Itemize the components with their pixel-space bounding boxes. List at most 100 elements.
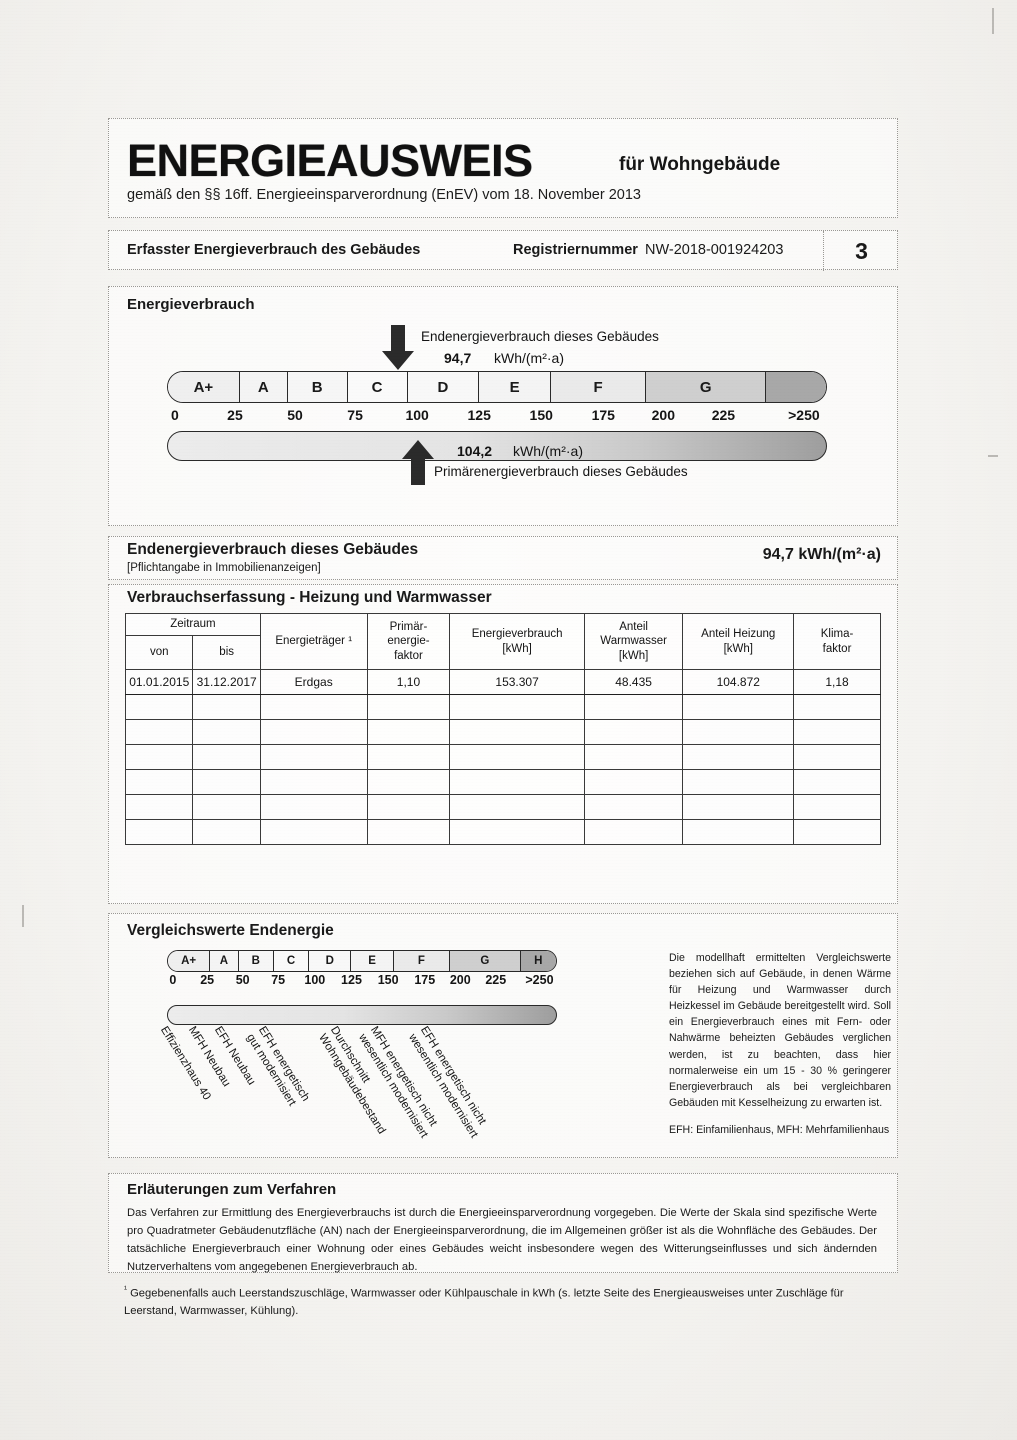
cell-empty	[793, 744, 881, 770]
endenergie-callout-label: Endenergieverbrauch dieses Gebäudes	[421, 329, 659, 344]
comparison-tick-125: 125	[341, 973, 362, 987]
primaerenergie-callout-unit: kWh/(m²·a)	[513, 443, 583, 459]
consumption-table: Zeitraum Energieträger ¹ Primär- energie…	[124, 613, 881, 845]
table-row	[124, 794, 881, 820]
comparison-scale-bar: A+ A B C D E F G H	[167, 950, 557, 972]
cell-empty	[192, 819, 261, 845]
cell-empty	[793, 719, 881, 745]
comparison-scale-ticks: 0 25 50 75 100 125 150 175 200 225 >250	[167, 973, 557, 989]
cell-empty	[124, 719, 194, 745]
comparison-tick-225: 225	[485, 973, 507, 987]
cell-klimafaktor: 1,18	[793, 669, 881, 695]
comparison-segment-c: C	[273, 951, 310, 971]
energy-consumption-title: Energieverbrauch	[127, 296, 255, 313]
comparison-tick-200: 200	[449, 973, 471, 987]
comparison-rotated-labels: Effizienzhaus 40 MFH Neubau EFH Neubau E…	[158, 1024, 597, 1154]
endenergie-strip-subtitle: [Pflichtangabe in Immobilienanzeigen]	[127, 562, 321, 574]
footnote-marker: ¹	[124, 1284, 127, 1294]
primaerenergie-callout-label: Primärenergieverbrauch dieses Gebäudes	[434, 464, 688, 479]
table-row: 01.01.2015 31.12.2017 Erdgas 1,10 153.30…	[124, 669, 881, 695]
tick-25: 25	[227, 407, 243, 423]
comparison-explanation: Die modellhaft ermittelten Vergleichswer…	[669, 950, 891, 1138]
cell-empty	[449, 744, 585, 770]
col-energieverbrauch-label: Energieverbrauch [kWh]	[471, 628, 563, 655]
comparison-segment-d: D	[309, 951, 352, 971]
cell-energieverbrauch: 153.307	[449, 669, 585, 695]
edge-mark-top	[992, 8, 994, 34]
consumption-table-head: Zeitraum Energieträger ¹ Primär- energie…	[124, 613, 881, 670]
cell-empty	[259, 719, 368, 745]
table-row	[124, 744, 881, 770]
comparison-segment-a: A	[210, 951, 239, 971]
comparison-tick-150: 150	[377, 973, 399, 987]
page-number-box: 3	[823, 231, 899, 271]
cell-empty	[366, 744, 451, 770]
tick-125: 125	[467, 407, 491, 423]
tick-250: >250	[788, 407, 820, 423]
scale-segment-a: A	[239, 372, 288, 402]
primaerenergie-callout-value: 104,2	[457, 443, 493, 459]
table-row	[124, 719, 881, 745]
legal-basis-text: gemäß den §§ 16ff. Energieeinsparverordn…	[127, 187, 641, 203]
cell-empty	[583, 744, 684, 770]
tick-175: 175	[591, 407, 615, 423]
cell-empty	[259, 769, 368, 795]
cell-empty	[449, 694, 585, 720]
scale-segment-e: E	[479, 372, 551, 402]
cell-bis: 31.12.2017	[192, 669, 261, 695]
cell-empty	[583, 769, 684, 795]
endenergie-callout-value: 94,7	[444, 350, 472, 366]
comparison-segment-f: F	[393, 951, 450, 971]
procedure-explanation-text: Das Verfahren zur Ermittlung des Energie…	[127, 1207, 877, 1274]
comparison-label-efh-gut-modernisiert: EFH energetisch gut modernisiert	[243, 1024, 313, 1112]
col-zeitraum: Zeitraum	[125, 613, 261, 636]
col-klimafaktor: Klima- faktor	[793, 613, 881, 670]
document-subtitle: für Wohngebäude	[619, 154, 781, 175]
col-primaerfaktor: Primär- energie- faktor	[366, 613, 451, 670]
cell-empty	[124, 694, 194, 720]
consumption-record-section: Verbrauchserfassung - Heizung und Warmwa…	[108, 584, 898, 904]
cell-empty	[124, 819, 194, 845]
cell-empty	[449, 819, 585, 845]
comparison-abbreviations: EFH: Einfamilienhaus, MFH: Mehrfamilienh…	[669, 1123, 890, 1136]
col-klimafaktor-label: Klima- faktor	[820, 628, 854, 655]
comparison-scale-bar-lower	[167, 1005, 557, 1025]
cell-empty	[682, 794, 795, 820]
cell-empty	[449, 769, 585, 795]
tick-50: 50	[287, 407, 303, 423]
comparison-segment-h: H	[520, 951, 556, 971]
comparison-scale: A+ A B C D E F G H 0 25 50 75 100 125 15…	[167, 950, 557, 1025]
cell-empty	[682, 769, 795, 795]
cell-empty	[583, 819, 684, 845]
procedure-explanation-title: Erläuterungen zum Verfahren	[127, 1181, 337, 1198]
cell-empty	[366, 694, 451, 720]
cell-empty	[583, 719, 684, 745]
energy-scale: A+ A B C D E F G 0 25 50 75 100 125 150 …	[167, 371, 827, 461]
comparison-segment-e: E	[351, 951, 394, 971]
cell-empty	[366, 819, 451, 845]
comparison-tick-100: 100	[304, 973, 326, 987]
comparison-label-text: EFH energetisch gut modernisiert	[243, 1024, 312, 1109]
cell-energietraeger: Erdgas	[259, 669, 368, 695]
col-von: von	[124, 635, 194, 670]
endenergie-disclosure-strip: Endenergieverbrauch dieses Gebäudes [Pfl…	[108, 536, 898, 580]
cell-von: 01.01.2015	[124, 669, 194, 695]
cell-empty	[259, 744, 368, 770]
col-anteil-heizung-label: Anteil Heizung [kWh]	[701, 628, 776, 655]
page-number: 3	[855, 237, 868, 264]
cell-empty	[366, 794, 451, 820]
comparison-values-title: Vergleichswerte Endenergie	[127, 922, 334, 939]
cell-empty	[192, 794, 261, 820]
tick-75: 75	[347, 407, 363, 423]
scale-segment-a-plus: A+	[168, 372, 240, 402]
energy-scale-ticks: 0 25 50 75 100 125 150 175 200 225 >250	[167, 407, 827, 427]
tick-100: 100	[405, 407, 429, 423]
comparison-explanation-paragraph-1: Die modellhaft ermittelten Vergleichswer…	[669, 952, 891, 1109]
comparison-tick-0: 0	[169, 973, 177, 987]
tick-200: 200	[651, 407, 675, 423]
footnote-text: Gegebenenfalls auch Leerstandszuschläge,…	[124, 1287, 844, 1318]
endenergie-marker-arrow	[381, 325, 415, 371]
page-title: ENERGIEAUSWEIS	[127, 135, 533, 186]
section-label-erfasster-verbrauch: Erfasster Energieverbrauch des Gebäudes	[127, 242, 421, 258]
table-row	[124, 819, 881, 845]
